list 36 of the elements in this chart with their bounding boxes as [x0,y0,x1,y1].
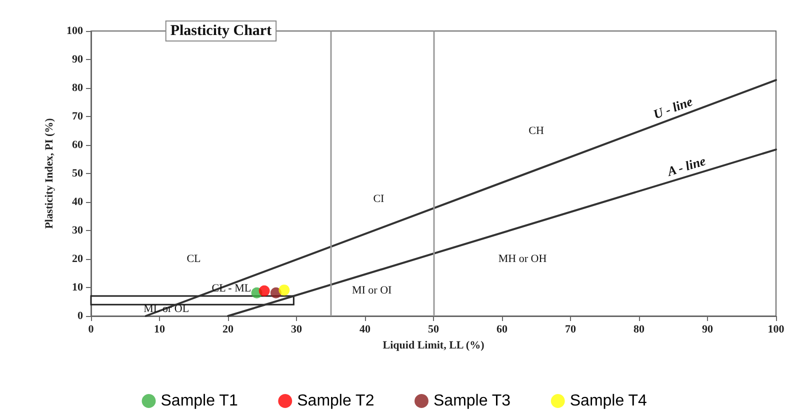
y-tick-label: 0 [78,310,84,322]
x-tick-label: 0 [88,324,94,336]
chart-title: Plasticity Chart [170,23,272,39]
legend-label: Sample T3 [434,392,511,410]
x-tick-label: 70 [565,324,576,336]
text: U - line [651,94,695,122]
y-tick-label: 10 [72,282,84,294]
y-tick-label: 40 [72,196,84,208]
x-tick-label: 40 [360,324,371,336]
legend-label: Sample T1 [160,392,238,410]
annotation: CH [528,124,544,137]
y-tick-label: 70 [72,110,84,122]
y-tick-label: 100 [66,25,84,37]
x-tick-label: 10 [154,324,166,336]
y-tick-label: 30 [72,224,84,236]
y-tick-label: 20 [72,253,84,265]
x-axis-title: Liquid Limit, LL (%) [382,339,485,352]
y-tick-label: 90 [72,54,84,66]
x-tick-label: 50 [428,324,440,336]
x-tick-label: 20 [222,324,234,336]
x-tick-label: 90 [702,324,714,336]
annotation: CI [373,193,385,206]
y-tick-label: 80 [72,82,84,94]
legend-label: Sample T2 [297,392,374,410]
text: A - line [664,153,708,180]
annotation: CL [186,253,202,265]
annotation: MH or OH [498,253,547,265]
x-tick-label: 80 [634,324,645,336]
x-tick-label: 60 [496,324,508,336]
x-tick-label: 100 [768,324,785,336]
annotation: MI or OI [352,284,392,296]
y-axis-title: Plasticity Index, PI (%) [44,118,56,229]
legend-label: Sample T4 [570,392,648,410]
y-tick-label: 50 [72,168,84,180]
y-tick-label: 60 [72,139,84,151]
x-tick-label: 30 [291,324,302,336]
